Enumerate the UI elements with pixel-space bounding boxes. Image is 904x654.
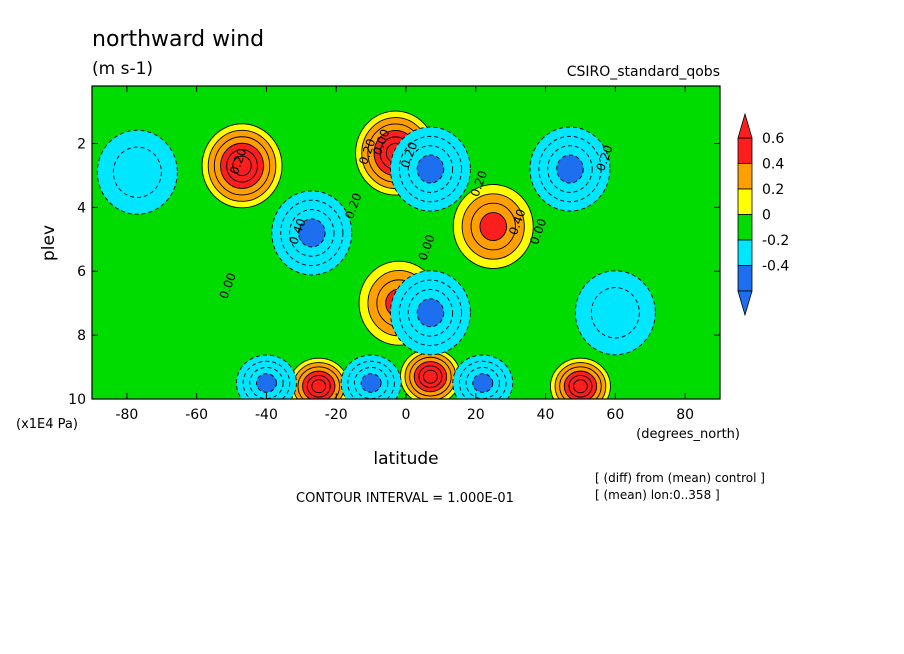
x-tick-label: -40: [255, 407, 278, 423]
y-tick-label: 4: [77, 200, 86, 216]
contour-ring: [590, 287, 640, 339]
x-tick-label: 0: [402, 407, 411, 423]
colorbar-arrow-top: [737, 112, 753, 139]
x-tick-label: 20: [467, 407, 485, 423]
colorbar-label: 0.4: [762, 157, 784, 173]
x-axis-units: (degrees_north): [636, 427, 740, 442]
colorbar-label: -0.2: [762, 233, 789, 249]
contour-ring: [479, 212, 507, 241]
contour-ring: [298, 218, 326, 248]
contour-field: [92, 86, 720, 399]
x-tick-label: -60: [185, 407, 208, 423]
contour-ring: [573, 379, 588, 394]
y-axis-label: plev: [39, 225, 59, 261]
colorbar-label: 0.2: [762, 182, 784, 198]
footnote-mean: [ (mean) lon:0..358 ]: [595, 488, 720, 502]
chart-units: (m s-1): [92, 59, 153, 79]
footnote-diff: [ (diff) from (mean) control ]: [595, 471, 765, 485]
colorbar-label: 0.6: [762, 131, 784, 147]
colorbar-swatch: [737, 188, 753, 215]
contour-ring: [416, 298, 445, 328]
contour-ring: [232, 155, 252, 176]
contour-ring: [423, 369, 438, 384]
contour-ring: [416, 154, 445, 184]
x-tick-label: 60: [606, 407, 624, 423]
contour-ring: [112, 146, 162, 198]
contour-ring: [255, 373, 277, 393]
contour-ring: [556, 154, 584, 184]
x-tick-label: 40: [537, 407, 555, 423]
colorbar-label: 0: [762, 208, 771, 224]
contour-ring: [360, 373, 382, 393]
dataset-label: CSIRO_standard_qobs: [567, 64, 720, 80]
y-tick-label: 6: [77, 264, 86, 280]
colorbar-label: -0.4: [762, 259, 789, 275]
x-tick-label: -20: [325, 407, 348, 423]
colorbar-swatch: [737, 239, 753, 266]
x-tick-label: -80: [115, 407, 138, 423]
y-tick-label: 2: [77, 136, 86, 152]
colorbar-swatch: [737, 265, 753, 292]
y-axis-units: (x1E4 Pa): [16, 417, 78, 432]
y-tick-label: 10: [68, 392, 86, 408]
y-tick-label: 8: [77, 328, 86, 344]
colorbar-swatch: [737, 214, 753, 241]
colorbar-swatch: [737, 163, 753, 190]
x-axis-label: latitude: [373, 449, 438, 469]
chart-title: northward wind: [92, 27, 264, 52]
contour-ring: [311, 379, 327, 394]
contour-interval: CONTOUR INTERVAL = 1.000E-01: [296, 491, 514, 506]
colorbar-arrow-bottom: [737, 290, 753, 317]
colorbar-swatch: [737, 137, 753, 164]
x-tick-label: 80: [676, 407, 694, 423]
contour-ring: [472, 373, 494, 393]
